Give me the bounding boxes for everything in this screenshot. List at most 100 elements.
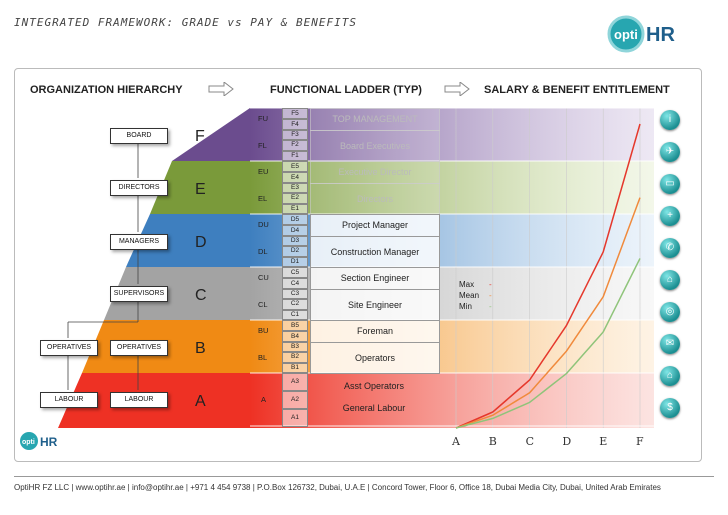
grade-cell: F1 — [282, 150, 308, 161]
grade-cell: B1 — [282, 362, 308, 373]
grade-cell: E1 — [282, 203, 308, 214]
chart-legend: Max - Mean - Min - — [459, 279, 492, 312]
ladder-title: Asst Operators — [343, 381, 405, 391]
arrow-right-icon — [208, 82, 234, 96]
x-tick-label: E — [599, 435, 608, 448]
footer-contact: OptiHR FZ LLC | www.optihr.ae | info@opt… — [14, 476, 714, 492]
grade-cell: F2 — [282, 140, 308, 151]
band-letter-d: D — [195, 234, 207, 251]
optihr-logo: opti HR — [607, 15, 675, 53]
ladder-level-code: DU — [258, 220, 269, 229]
band-e — [250, 161, 654, 214]
arrow-right-icon — [444, 82, 470, 96]
legend-min-dash: - — [489, 302, 492, 311]
x-tick-label: F — [636, 435, 644, 448]
grade-cell: C4 — [282, 278, 308, 289]
grade-cell: F5 — [282, 108, 308, 119]
band-letter-b: B — [195, 340, 206, 357]
info-icon[interactable]: i — [660, 110, 680, 130]
ladder-title: Project Manager — [310, 214, 440, 237]
page-title: INTEGRATED FRAMEWORK: GRADE vs PAY & BEN… — [14, 16, 358, 29]
band-letter-e: E — [195, 181, 206, 198]
grade-cell: D4 — [282, 225, 308, 236]
series-line-mean — [455, 197, 641, 429]
grade-cell: D1 — [282, 256, 308, 267]
mail-icon[interactable]: ✉ — [660, 334, 680, 354]
legend-min: Min — [459, 302, 472, 311]
ladder-title: Construction Manager — [310, 236, 440, 268]
medical-icon[interactable]: + — [660, 206, 680, 226]
bed-icon[interactable]: ⌂ — [660, 270, 680, 290]
grade-cell: F3 — [282, 130, 308, 141]
grade-cell: E2 — [282, 193, 308, 204]
org-box-supervisors: SUPERVISORS — [110, 286, 168, 302]
org-box-operatives: OPERATIVES — [110, 340, 168, 356]
series-line-max — [455, 123, 641, 429]
ladder-title: TOP MANAGEMENT — [310, 108, 440, 131]
band-letter-f: F — [195, 128, 205, 145]
pyramid-e — [150, 161, 250, 214]
grade-cell: B5 — [282, 320, 308, 331]
x-tick-label: B — [488, 435, 497, 448]
grade-cell: C2 — [282, 299, 308, 310]
grade-cell: B4 — [282, 331, 308, 342]
x-tick-label: C — [525, 435, 535, 448]
house-icon[interactable]: ⌂ — [660, 366, 680, 386]
grade-cell: A3 — [282, 373, 308, 391]
header-org: ORGANIZATION HIERARCHY — [30, 84, 183, 96]
ladder-level-code: BL — [258, 352, 268, 362]
legend-mean: Mean — [459, 291, 480, 300]
ladder-title: Operators — [310, 342, 440, 374]
money-icon[interactable]: $ — [660, 398, 680, 418]
grade-cell: A1 — [282, 409, 308, 427]
grade-cell: C1 — [282, 309, 308, 320]
org-box-labour: LABOUR — [110, 392, 168, 408]
grade-cell: E5 — [282, 161, 308, 172]
small-logo-suffix: HR — [40, 435, 58, 449]
org-box-labour: LABOUR — [40, 392, 98, 408]
ladder-title: Section Engineer — [310, 267, 440, 290]
phone-icon[interactable]: ✆ — [660, 238, 680, 258]
ladder-level-code: DL — [258, 246, 268, 256]
grade-cell: D3 — [282, 236, 308, 247]
ladder-level-code: FU — [258, 114, 268, 123]
grade-cell: C5 — [282, 267, 308, 278]
grade-cell: A2 — [282, 391, 308, 409]
grade-cell: D2 — [282, 246, 308, 257]
ladder-level-code: FL — [258, 140, 267, 150]
grade-cell: B2 — [282, 352, 308, 363]
ladder-title: Site Engineer — [310, 289, 440, 321]
series-line-min — [455, 258, 641, 429]
ladder-level-code: CU — [258, 273, 269, 282]
band-f — [250, 108, 654, 161]
pyramid-c — [104, 267, 250, 320]
band-letter-c: C — [195, 287, 207, 304]
plane-icon[interactable]: ✈ — [660, 142, 680, 162]
logo-suffix: HR — [646, 24, 675, 46]
header-ladder: FUNCTIONAL LADDER (TYP) — [270, 84, 422, 96]
org-box-managers: MANAGERS — [110, 234, 168, 250]
band-a — [250, 373, 654, 428]
ladder-title: Executive Director — [310, 161, 440, 184]
x-tick-label: A — [452, 435, 460, 448]
grade-cell: E3 — [282, 183, 308, 194]
small-logo-prefix: opti — [22, 439, 35, 446]
globe-icon[interactable]: ◎ — [660, 302, 680, 322]
grade-cell: B3 — [282, 342, 308, 353]
legend-max-dash: - — [489, 280, 492, 289]
band-letter-a: A — [195, 393, 206, 410]
ladder-title: Directors — [310, 183, 440, 215]
ladder-level-code: BU — [258, 326, 269, 335]
header-salary: SALARY & BENEFIT ENTITLEMENT — [484, 84, 670, 96]
grade-cell: C3 — [282, 289, 308, 300]
ladder-title: Foreman — [310, 320, 440, 343]
legend-mean-dash: - — [489, 291, 492, 300]
org-box-board: BOARD — [110, 128, 168, 144]
org-box-operatives: OPERATIVES — [40, 340, 98, 356]
vehicle-icon[interactable]: ▭ — [660, 174, 680, 194]
org-connectors — [67, 144, 139, 390]
grade-cell: D5 — [282, 214, 308, 225]
ladder-title: Board Executives — [310, 130, 440, 162]
legend-max: Max — [459, 280, 475, 289]
pyramid-f — [172, 108, 250, 161]
